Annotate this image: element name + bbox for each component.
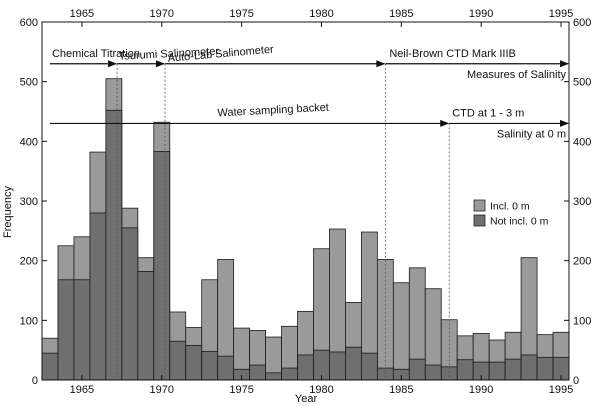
x-tick-label-bottom-1965: 1965 bbox=[70, 384, 94, 396]
x-tick-label-bottom-1990: 1990 bbox=[469, 384, 493, 396]
label-measures-of-salinity: Measures of Salinity bbox=[467, 69, 567, 81]
bar-not-incl-1986 bbox=[408, 358, 426, 381]
bar-not-incl-1974 bbox=[217, 355, 235, 381]
y-tick-label-right-400: 400 bbox=[573, 136, 591, 148]
y-tick-label-left-600: 600 bbox=[20, 17, 38, 29]
bar-not-incl-1969 bbox=[137, 271, 155, 381]
instrument-arrow-arrowhead-0 bbox=[108, 60, 118, 68]
bar-not-incl-1973 bbox=[201, 350, 219, 381]
axis-ticks: 1965 1965 1970 1970 1975 1975 1980 1980 1985 1985… bbox=[20, 8, 592, 396]
bar-not-incl-1978 bbox=[281, 367, 298, 381]
x-tick-label-bottom-1970: 1970 bbox=[150, 384, 174, 396]
bar-incl-1985 bbox=[392, 282, 410, 381]
y-axis-label: Frequency bbox=[2, 186, 14, 238]
label-ctd-1-3m: CTD at 1 - 3 m bbox=[452, 107, 524, 119]
bar-not-incl-1989 bbox=[456, 359, 474, 381]
y-tick-label-left-500: 500 bbox=[20, 77, 38, 89]
x-tick-label-bottom-1995: 1995 bbox=[549, 384, 573, 396]
y-tick-label-left-200: 200 bbox=[20, 256, 38, 268]
y-tick-label-right-100: 100 bbox=[573, 315, 591, 327]
bar-not-incl-1977 bbox=[265, 372, 282, 381]
bar-not-incl-1993 bbox=[520, 354, 538, 381]
bar-not-incl-1968 bbox=[121, 227, 139, 381]
bar-not-incl-1976 bbox=[249, 364, 266, 381]
bar-not-incl-1982 bbox=[345, 346, 362, 381]
bar-not-incl-1981 bbox=[329, 351, 346, 381]
x-tick-label-top-1980: 1980 bbox=[309, 8, 333, 20]
x-tick-label-top-1995: 1995 bbox=[549, 8, 573, 20]
instrument-arrow-arrowhead-2 bbox=[376, 60, 386, 68]
bar-not-incl-1970 bbox=[153, 151, 171, 381]
bar-not-incl-1984 bbox=[376, 367, 394, 381]
bar-not-incl-1965 bbox=[73, 279, 91, 381]
bar-not-incl-1979 bbox=[297, 354, 314, 381]
x-tick-label-bottom-1980: 1980 bbox=[309, 384, 333, 396]
bar-not-incl-1991 bbox=[488, 361, 506, 381]
bar-not-incl-1971 bbox=[169, 340, 187, 381]
y-tick-label-left-100: 100 bbox=[20, 315, 38, 327]
x-tick-label-top-1975: 1975 bbox=[229, 8, 253, 20]
bar-not-incl-1972 bbox=[185, 344, 203, 381]
label-chemical-titration: Chemical Titration bbox=[52, 48, 140, 60]
bar-not-incl-1963 bbox=[41, 352, 59, 381]
bar-not-incl-1966 bbox=[89, 212, 107, 381]
y-tick-label-left-400: 400 bbox=[20, 136, 38, 148]
bar-not-incl-1994 bbox=[536, 356, 554, 381]
x-tick-label-top-1985: 1985 bbox=[389, 8, 413, 20]
legend-label-not-incl: Not incl. 0 m bbox=[490, 216, 549, 228]
y-tick-label-right-200: 200 bbox=[573, 256, 591, 268]
y-tick-label-right-500: 500 bbox=[573, 77, 591, 89]
x-tick-label-bottom-1975: 1975 bbox=[229, 384, 253, 396]
y-tick-label-left-0: 0 bbox=[32, 375, 38, 387]
bar-not-incl-1967 bbox=[105, 109, 123, 381]
label-water-sampling-backet: Water sampling backet bbox=[217, 102, 329, 120]
y-tick-label-right-300: 300 bbox=[573, 196, 591, 208]
x-tick-label-top-1965: 1965 bbox=[70, 8, 94, 20]
legend-swatch-not-incl bbox=[473, 214, 486, 227]
instrument-arrow-arrowhead-1 bbox=[155, 60, 165, 68]
x-tick-label-top-1970: 1970 bbox=[150, 8, 174, 20]
x-axis-label: Year bbox=[295, 393, 318, 405]
label-neil-brown-ctd: Neil-Brown CTD Mark IIIB bbox=[389, 48, 516, 60]
not-incl-0m-bars bbox=[41, 109, 570, 381]
y-tick-label-right-600: 600 bbox=[573, 17, 591, 29]
y-tick-label-right-0: 0 bbox=[573, 375, 579, 387]
bar-not-incl-1983 bbox=[360, 352, 378, 381]
legend-swatch-incl bbox=[473, 199, 486, 212]
x-tick-label-bottom-1985: 1985 bbox=[389, 384, 413, 396]
x-tick-label-top-1990: 1990 bbox=[469, 8, 493, 20]
label-tsurumi-salinometer: Tsurumi Salinometer bbox=[119, 46, 220, 63]
label-salinity-at-0m: Salinity at 0 m bbox=[497, 128, 566, 140]
y-tick-label-left-300: 300 bbox=[20, 196, 38, 208]
sampling-arrow-arrowhead-0 bbox=[440, 119, 450, 127]
legend-label-incl: Incl. 0 m bbox=[490, 201, 530, 213]
bar-not-incl-1992 bbox=[504, 358, 522, 381]
bar-not-incl-1987 bbox=[424, 364, 442, 381]
sampling-arrow-arrowhead-1 bbox=[560, 119, 569, 127]
instrument-arrow-arrowhead-3 bbox=[560, 60, 569, 68]
legend: Incl. 0 m Not incl. 0 m bbox=[473, 199, 549, 228]
bar-not-incl-1964 bbox=[57, 279, 75, 381]
